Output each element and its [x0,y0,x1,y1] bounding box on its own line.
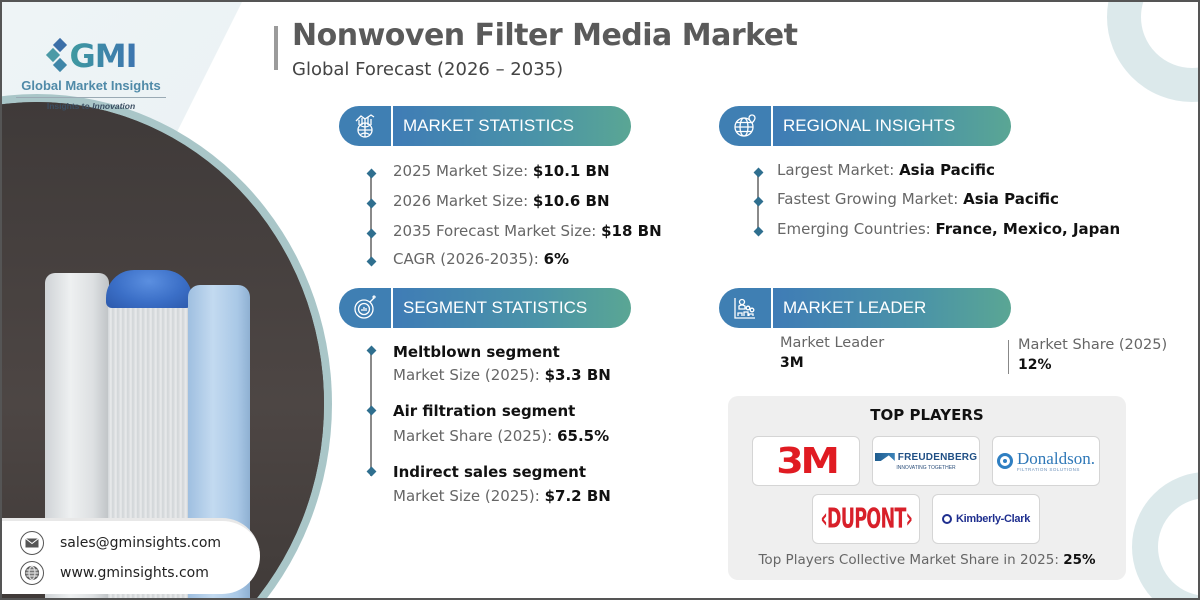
logo-freudenberg-mark: FREUDENBERG INNOVATING TOGETHER [874,451,978,471]
globe-icon [20,561,44,585]
logo-freudenberg: FREUDENBERG INNOVATING TOGETHER [872,436,980,486]
share-label: Market Share (2025) [1018,337,1168,353]
logo-donaldson: Donaldson. FILTRATION SOLUTIONS [992,436,1100,486]
region-largest-market: Largest Market: Asia Pacific [777,161,995,179]
tagline-prefix: Insights to [46,101,90,111]
section-title: MARKET STATISTICS [403,116,574,135]
website-link[interactable]: www.gminsights.com [60,565,209,581]
bullet-icon [366,168,377,179]
bullet-icon [366,466,377,477]
logo-kimberly-clark-mark: Kimberly-Clark [941,513,1031,525]
segment-indirect-sales-value: Market Size (2025): $7.2 BN [393,487,611,505]
title-accent-bar [274,26,278,70]
segment-title-meltblown: Meltblown segment [393,343,560,361]
envelope-icon [20,531,44,555]
bullet-icon [366,228,377,239]
segment-title-indirect-sales: Indirect sales segment [393,463,587,481]
segment-meltblown-value: Market Size (2025): $3.3 BN [393,366,611,384]
dupont-name: ‹DUPONT› [820,503,912,535]
email-link[interactable]: sales@gminsights.com [60,535,222,551]
decorative-ring-top [1107,2,1198,102]
freudenberg-tagline: INNOVATING TOGETHER [896,464,956,471]
donaldson-tagline: FILTRATION SOLUTIONS [1017,467,1080,472]
regional-insights-header: REGIONAL INSIGHTS [719,106,1011,146]
stat-2026-market-size: 2026 Market Size: $10.6 BN [393,192,610,210]
freudenberg-name: FREUDENBERG [897,451,978,463]
chart-globe-icon [339,106,391,146]
timeline-line [370,174,372,262]
donaldson-name: Donaldson. [1017,449,1095,468]
bullet-icon [753,226,764,237]
bullet-icon [753,167,764,178]
leader-chart-icon [719,288,771,328]
top-players-panel: TOP PLAYERS 3M FREUDENBERG INNOVATING TO… [728,396,1126,580]
section-label-bg [393,106,631,146]
brand-name: Global Market Insights [21,78,161,93]
decorative-ring-bottom [1132,472,1198,598]
kimberly-clark-mark-icon [941,514,952,524]
bullet-icon [366,345,377,356]
section-title: SEGMENT STATISTICS [403,298,588,317]
section-label-bg [773,288,1011,328]
logo-text: GMI [69,37,137,75]
stat-cagr: CAGR (2026-2035): 6% [393,250,570,268]
gmi-logo[interactable]: GMI Global Market Insights Insights to I… [16,36,166,111]
bullet-icon [366,198,377,209]
globe-pin-icon [719,106,771,146]
region-emerging-countries: Emerging Countries: France, Mexico, Japa… [777,220,1121,238]
segment-air-filtration-value: Market Share (2025): 65.5% [393,427,610,445]
contact-website[interactable]: www.gminsights.com [20,561,209,585]
logo-kimberly-clark: Kimberly-Clark [932,494,1040,544]
market-leader-header: MARKET LEADER [719,288,1011,328]
section-label-bg [393,288,631,328]
logo-dupont: ‹DUPONT› [812,494,920,544]
pie-chart-icon [339,288,391,328]
logo-3m-text: 3M [775,440,840,482]
segment-statistics-header: SEGMENT STATISTICS [339,288,631,328]
section-label-bg [773,106,1011,146]
bullet-icon [753,196,764,207]
top-players-title: TOP PLAYERS [870,406,984,424]
brand-tagline: Insights to Innovation [16,101,166,111]
top-players-share: Top Players Collective Market Share in 2… [758,552,1096,568]
region-fastest-growing: Fastest Growing Market: Asia Pacific [777,190,1059,208]
tagline-emphasis: Innovation [92,101,136,111]
bullet-icon [366,405,377,416]
segment-title-air-filtration: Air filtration segment [393,402,576,420]
logo-mark: GMI [16,36,166,76]
leader-divider [1008,340,1009,374]
contact-card: sales@gminsights.com www.gminsights.com [2,518,260,594]
freudenberg-mark-icon [874,453,895,461]
logo-divider [16,97,166,98]
section-title: MARKET LEADER [783,298,927,317]
kimberly-clark-name: Kimberly-Clark [955,513,1031,525]
page-title: Nonwoven Filter Media Market [292,18,798,53]
leader-value: 3M [780,355,804,371]
stat-2025-market-size: 2025 Market Size: $10.1 BN [393,162,610,180]
donaldson-mark-icon [997,453,1014,469]
market-statistics-header: MARKET STATISTICS [339,106,631,146]
leader-label: Market Leader [780,335,885,351]
share-value: 12% [1018,357,1052,373]
stat-2035-forecast: 2035 Forecast Market Size: $18 BN [393,222,662,240]
filter-cap-blue [106,270,192,308]
section-title: REGIONAL INSIGHTS [783,116,956,135]
logo-3m: 3M [752,436,860,486]
contact-email[interactable]: sales@gminsights.com [20,531,221,555]
logo-diamonds-icon [45,37,68,74]
logo-donaldson-mark: Donaldson. FILTRATION SOLUTIONS [997,450,1095,472]
bullet-icon [366,256,377,267]
page-subtitle: Global Forecast (2026 – 2035) [292,59,564,80]
